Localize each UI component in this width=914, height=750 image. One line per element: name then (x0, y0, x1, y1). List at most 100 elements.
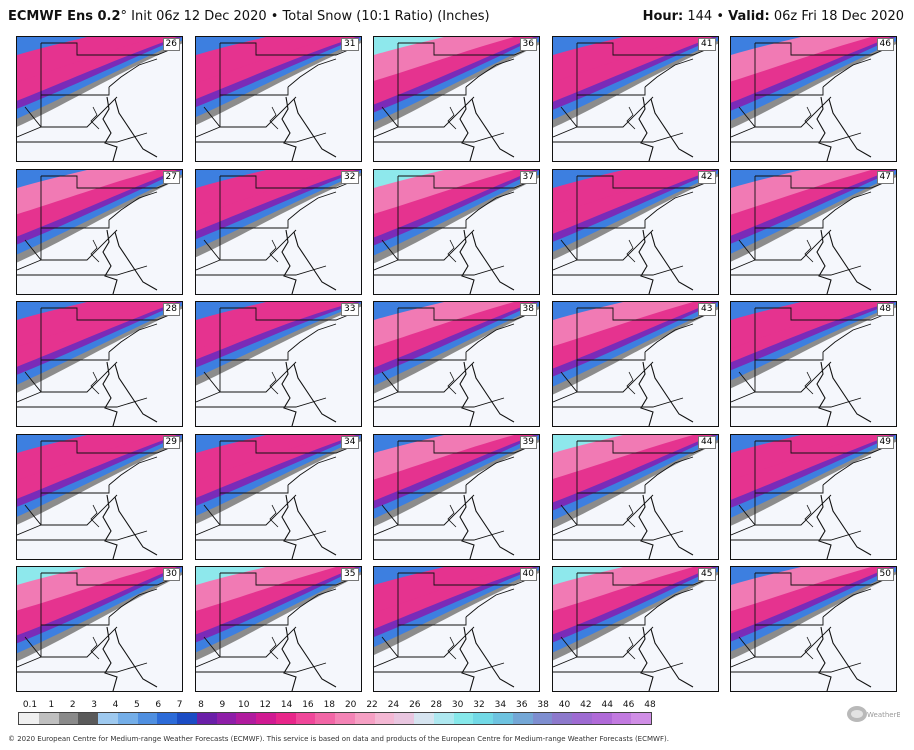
snow-band-top (17, 37, 87, 55)
state-border-wv (17, 239, 42, 270)
state-border-wv (195, 371, 221, 403)
state-border-nc (195, 265, 326, 275)
state-border-nj (644, 323, 693, 353)
bay-shore (625, 371, 635, 395)
colorbar-tick-label: 34 (494, 700, 507, 710)
state-border-ny (219, 42, 316, 56)
colorbar-swatch (38, 713, 59, 724)
state-border-pa (754, 573, 824, 626)
state-border-ny (576, 307, 673, 321)
colorbar-tick-label: 5 (134, 700, 140, 710)
chesapeake-coast (102, 626, 118, 691)
state-border-nj (287, 456, 336, 485)
snow-band-top (731, 37, 801, 55)
colorbar-tick-label: 1 (48, 700, 55, 710)
bay-shore (268, 239, 278, 262)
ensemble-member-panel: 40 (373, 566, 540, 692)
member-number-label: 46 (876, 38, 894, 51)
member-number-label: 30 (162, 568, 180, 581)
colorbar-tick-label: 16 (302, 700, 314, 710)
atlantic-coast (828, 98, 872, 158)
colorbar-swatch (453, 713, 474, 724)
snow-map (552, 567, 718, 691)
state-border-pa (576, 308, 645, 361)
snow-band-extreme (17, 567, 157, 611)
hour-value: 144 • (683, 9, 729, 24)
chesapeake-coast (637, 96, 654, 161)
chesapeake-coast (280, 626, 297, 691)
state-border-pa (754, 175, 824, 228)
state-border-ny (41, 42, 137, 56)
snow-band-extreme (552, 302, 693, 347)
chesapeake-coast (459, 494, 475, 559)
chesapeake-coast (637, 494, 654, 559)
bay-shore (804, 371, 814, 395)
state-border-wv (731, 636, 756, 668)
state-border-nc (552, 530, 683, 540)
atlantic-coast (114, 231, 158, 290)
atlantic-coast (828, 231, 872, 290)
state-border-va (576, 360, 653, 393)
atlantic-coast (649, 628, 693, 688)
atlantic-coast (292, 231, 336, 290)
snow-band-top (552, 567, 623, 585)
chesapeake-coast (280, 96, 297, 161)
state-border-ny (398, 572, 494, 586)
state-border-va (397, 492, 475, 525)
state-border-nj (108, 323, 158, 353)
state-border-pa (40, 573, 110, 626)
state-border-pa (397, 43, 467, 96)
state-border-ny (398, 175, 494, 188)
colorbar-tick-label: 36 (515, 700, 528, 710)
atlantic-coast (471, 98, 515, 158)
state-border-nc (195, 132, 326, 143)
snow-band-extreme (195, 169, 336, 216)
atlantic-coast (828, 363, 872, 423)
state-border-pa (219, 573, 288, 626)
state-border-wv (17, 371, 42, 403)
member-number-label: 34 (341, 435, 359, 449)
chesapeake-coast (280, 229, 297, 294)
colorbar-tick-label: 0.1 (22, 700, 38, 710)
state-border-pa (754, 43, 824, 96)
chesapeake-coast (102, 361, 118, 426)
member-number-label: 28 (162, 303, 180, 316)
state-border-va (219, 227, 296, 260)
ensemble-member-panel: 38 (373, 301, 540, 427)
colorbar-tick-label: 9 (219, 700, 226, 710)
state-border-pa (219, 440, 288, 493)
state-border-wv (552, 106, 578, 138)
colorbar-tick-label: 26 (409, 700, 421, 710)
bay-shore (268, 636, 278, 660)
state-border-wv (17, 504, 42, 535)
atlantic-coast (471, 628, 515, 688)
state-border-ny (576, 572, 673, 586)
atlantic-coast (471, 231, 515, 290)
colorbar-tick-label: 44 (601, 700, 613, 710)
state-border-ny (755, 307, 851, 321)
atlantic-coast (828, 496, 872, 555)
state-border-va (576, 492, 653, 525)
state-border-va (40, 360, 118, 393)
chesapeake-coast (459, 96, 475, 161)
ensemble-member-panel: 42 (551, 168, 719, 295)
ensemble-member-panel: 44 (551, 433, 719, 560)
snow-map (374, 434, 539, 559)
state-border-nc (374, 662, 505, 673)
state-border-pa (397, 573, 467, 626)
state-border-ny (576, 440, 673, 453)
state-border-va (397, 227, 475, 260)
snow-band-top (195, 434, 266, 453)
bay-shore (804, 239, 814, 262)
colorbar-swatch (137, 713, 158, 724)
state-border-nj (287, 323, 336, 353)
colorbar-swatch (354, 713, 375, 724)
colorbar-swatch (374, 713, 395, 724)
atlantic-coast (292, 628, 336, 688)
colorbar-swatch (98, 713, 118, 724)
state-border-va (219, 625, 296, 658)
state-border-wv (731, 239, 756, 270)
state-border-wv (17, 106, 42, 138)
chesapeake-coast (816, 626, 832, 691)
ensemble-member-panel: 37 (373, 168, 540, 295)
